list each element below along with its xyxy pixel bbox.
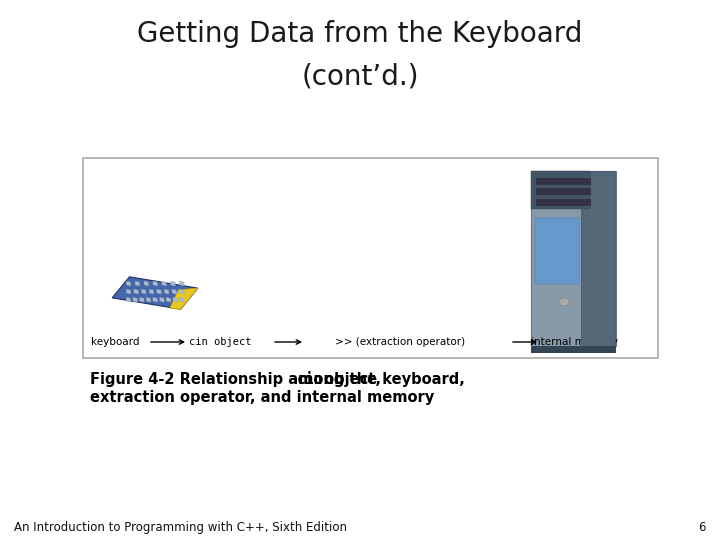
Polygon shape — [172, 289, 176, 294]
Polygon shape — [160, 297, 164, 302]
Text: cin object: cin object — [189, 337, 251, 347]
Text: internal memory: internal memory — [531, 337, 618, 347]
Text: (cont’d.): (cont’d.) — [301, 62, 419, 90]
Polygon shape — [126, 297, 131, 302]
Polygon shape — [126, 289, 131, 294]
Polygon shape — [166, 297, 171, 302]
Bar — [531, 171, 616, 346]
Polygon shape — [126, 281, 131, 286]
Polygon shape — [170, 288, 198, 309]
Bar — [582, 171, 616, 346]
Polygon shape — [153, 297, 158, 302]
Polygon shape — [171, 281, 175, 286]
Text: 6: 6 — [698, 521, 706, 534]
Text: object,: object, — [319, 372, 381, 387]
Polygon shape — [144, 281, 148, 286]
Polygon shape — [179, 297, 184, 302]
Bar — [536, 178, 591, 185]
Polygon shape — [140, 297, 144, 302]
Polygon shape — [146, 297, 150, 302]
Text: keyboard: keyboard — [91, 337, 139, 347]
Polygon shape — [134, 289, 138, 294]
Polygon shape — [164, 289, 168, 294]
Circle shape — [559, 298, 570, 306]
Polygon shape — [153, 281, 158, 286]
Bar — [531, 171, 590, 209]
Bar — [536, 199, 591, 206]
Polygon shape — [179, 281, 184, 286]
Polygon shape — [133, 297, 138, 302]
Polygon shape — [162, 281, 166, 286]
Polygon shape — [179, 289, 184, 294]
Text: Getting Data from the Keyboard: Getting Data from the Keyboard — [138, 20, 582, 48]
Polygon shape — [149, 289, 153, 294]
Text: >> (extraction operator): >> (extraction operator) — [335, 337, 465, 347]
Text: extraction operator, and internal memory: extraction operator, and internal memory — [90, 390, 434, 405]
Text: cin: cin — [297, 372, 323, 387]
Polygon shape — [112, 277, 198, 309]
Text: An Introduction to Programming with C++, Sixth Edition: An Introduction to Programming with C++,… — [14, 521, 347, 534]
Polygon shape — [142, 289, 146, 294]
Bar — [536, 188, 591, 195]
Polygon shape — [157, 289, 161, 294]
Bar — [531, 346, 616, 353]
Polygon shape — [135, 281, 140, 286]
Text: Figure 4-2 Relationship among the keyboard,: Figure 4-2 Relationship among the keyboa… — [90, 372, 470, 387]
Polygon shape — [173, 297, 177, 302]
Bar — [535, 218, 579, 284]
Bar — [83, 158, 658, 358]
